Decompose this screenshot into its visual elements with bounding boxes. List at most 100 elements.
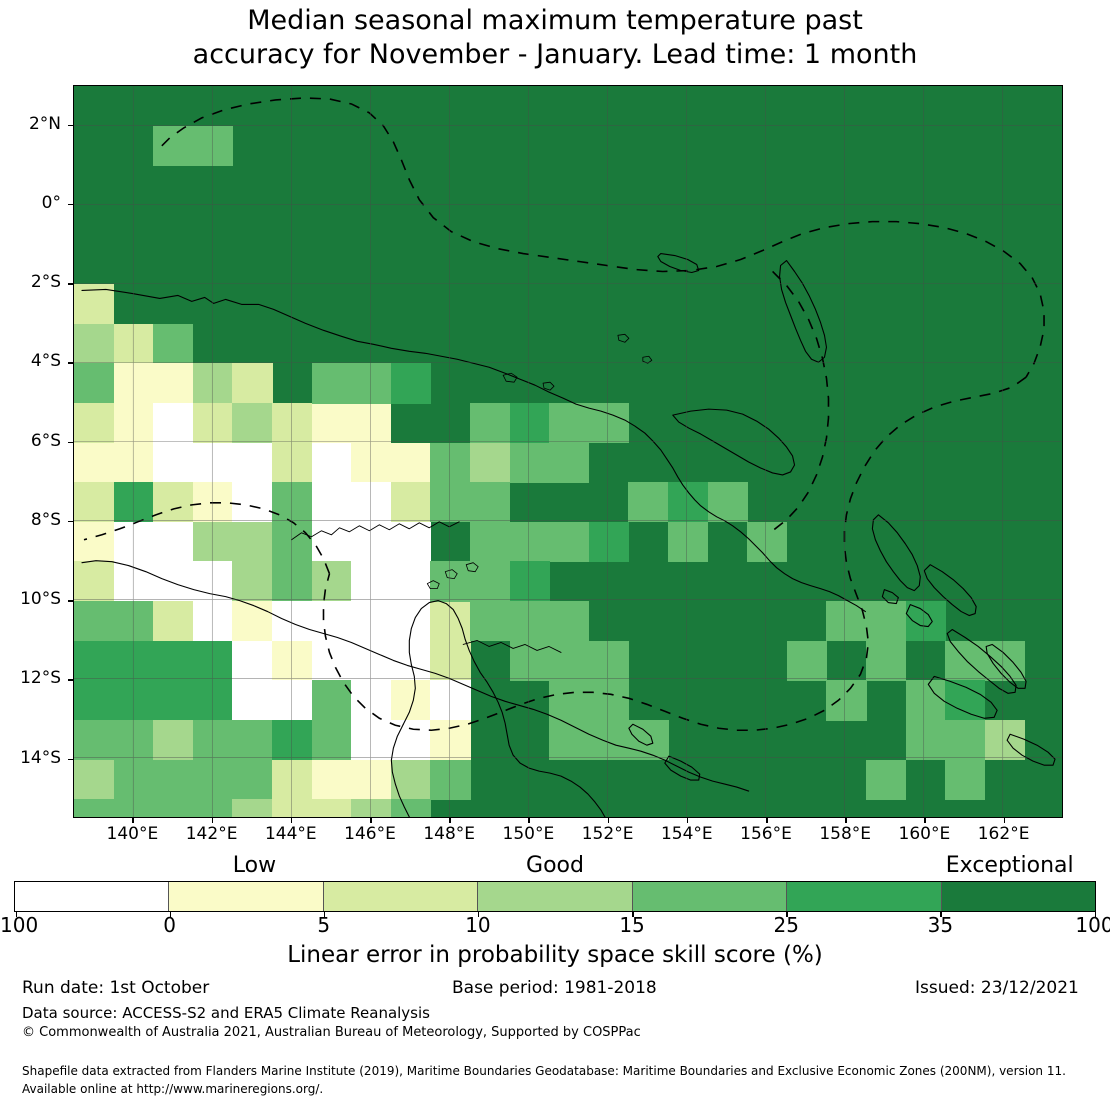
heatmap-cell	[786, 640, 827, 681]
heatmap-cell	[272, 640, 313, 681]
heatmap-cell	[74, 719, 115, 761]
heatmap-cell	[945, 680, 986, 721]
heatmap-cell	[311, 680, 352, 721]
x-axis-tick-mark	[845, 818, 847, 823]
heatmap-cell	[113, 363, 154, 404]
heatmap-cell	[113, 442, 154, 483]
heatmap-cell	[153, 363, 194, 404]
y-axis-tick-label: 10°S	[20, 589, 61, 610]
heatmap-cell	[430, 601, 471, 642]
heatmap-cell	[984, 640, 1025, 681]
colorbar-segment-0	[15, 882, 169, 911]
x-axis-tick-mark	[290, 818, 293, 823]
x-axis-tick-label: 140°E	[106, 824, 159, 844]
heatmap-cell	[390, 363, 431, 404]
x-axis-tick-mark	[449, 818, 451, 823]
heatmap-cell	[351, 601, 392, 642]
x-axis-tick-label: 152°E	[581, 824, 634, 844]
x-axis-tick-mark	[132, 818, 134, 823]
heatmap-cell	[549, 442, 590, 483]
heatmap-cell	[470, 521, 511, 563]
colorbar-tick-label: 5	[317, 913, 331, 937]
colorbar-tick-mark	[1094, 912, 1096, 917]
heatmap-cell	[153, 719, 194, 761]
heatmap-cell	[192, 521, 233, 563]
heatmap-cell	[549, 402, 590, 444]
heatmap-cell	[113, 402, 154, 444]
colorbar-tick-label: 25	[773, 913, 799, 937]
heatmap-cell	[232, 402, 273, 444]
heatmap-cell	[192, 561, 233, 602]
heatmap-cell	[113, 640, 154, 681]
colorbar-axis-label: Linear error in probability space skill …	[287, 942, 823, 968]
colorbar-tick-label: 100	[1075, 913, 1110, 937]
heatmap-cell	[588, 640, 629, 681]
colorbar-tick-mark	[786, 912, 788, 917]
heatmap-cell	[74, 402, 115, 444]
heatmap-cell	[272, 680, 313, 721]
heatmap-cell	[390, 759, 431, 800]
footer-base-period: Base period: 1981-2018	[452, 978, 657, 998]
heatmap-cell	[192, 799, 233, 817]
colorbar-segment-5	[786, 882, 941, 911]
heatmap-cell	[192, 680, 233, 721]
heatmap-cell	[232, 521, 273, 563]
heatmap-cell	[153, 759, 194, 800]
colorbar-tick-labels: -100 0 5 10 15 25 35 100	[0, 913, 1110, 939]
heatmap-cell	[74, 759, 115, 800]
heatmap-cell	[549, 521, 590, 563]
footer-copyright: © Commonwealth of Australia 2021, Austra…	[22, 1025, 641, 1040]
heatmap-cell	[351, 640, 392, 681]
heatmap-cell	[74, 284, 115, 325]
heatmap-cell	[311, 640, 352, 681]
colorbar-tick-mark	[477, 912, 480, 917]
heatmap-cell	[390, 799, 431, 817]
x-axis-tick-mark	[528, 818, 530, 823]
heatmap-cell	[153, 521, 194, 563]
heatmap-cell	[272, 799, 313, 817]
x-axis-tick-mark	[607, 818, 610, 823]
page-title: Median seasonal maximum temperature past…	[192, 5, 918, 70]
heatmap-cell	[272, 601, 313, 642]
heatmap-cell	[113, 561, 154, 602]
y-axis-tick-mark	[68, 362, 73, 364]
heatmap-cell	[74, 521, 115, 563]
heatmap-cell	[311, 482, 352, 523]
heatmap-cell	[509, 601, 550, 642]
y-axis-tick-mark	[68, 283, 73, 285]
heatmap-cell	[192, 482, 233, 523]
heatmap-cell	[272, 561, 313, 602]
colorbar-tick-label: -100	[0, 913, 39, 937]
colorbar-tick-mark	[323, 912, 326, 917]
heatmap-cell	[272, 442, 313, 483]
heatmap-cell	[668, 482, 709, 523]
heatmap-cell	[74, 640, 115, 681]
heatmap-cell	[232, 640, 273, 681]
x-axis-tick-label: 154°E	[660, 824, 713, 844]
heatmap-cell	[153, 680, 194, 721]
heatmap-cell	[311, 759, 352, 800]
heatmap-cell	[113, 521, 154, 563]
heatmap-cell	[153, 402, 194, 444]
y-axis-tick-mark	[68, 600, 73, 602]
heatmap-cell	[351, 561, 392, 602]
heatmap-cell	[430, 680, 471, 721]
y-axis-tick-label: 6°S	[30, 430, 61, 451]
heatmap-cell	[390, 719, 431, 761]
heatmap-cell	[272, 482, 313, 523]
heatmap-cell	[192, 640, 233, 681]
heatmap-cell	[430, 640, 471, 681]
y-axis-tick-mark	[68, 441, 73, 444]
heatmap-cell	[351, 482, 392, 523]
colorbar-tick-label: 35	[927, 913, 954, 937]
heatmap-cell	[232, 719, 273, 761]
x-axis-tick-label: 160°E	[898, 824, 951, 844]
heatmap-cell	[588, 521, 629, 563]
heatmap-cell	[153, 442, 194, 483]
footer-run-date: Run date: 1st October	[22, 978, 210, 998]
x-axis-tick-mark	[766, 818, 768, 823]
heatmap-cell	[74, 363, 115, 404]
heatmap-cell	[747, 521, 788, 563]
x-axis-tick-label: 162°E	[977, 824, 1030, 844]
heatmap-cell	[351, 521, 392, 563]
